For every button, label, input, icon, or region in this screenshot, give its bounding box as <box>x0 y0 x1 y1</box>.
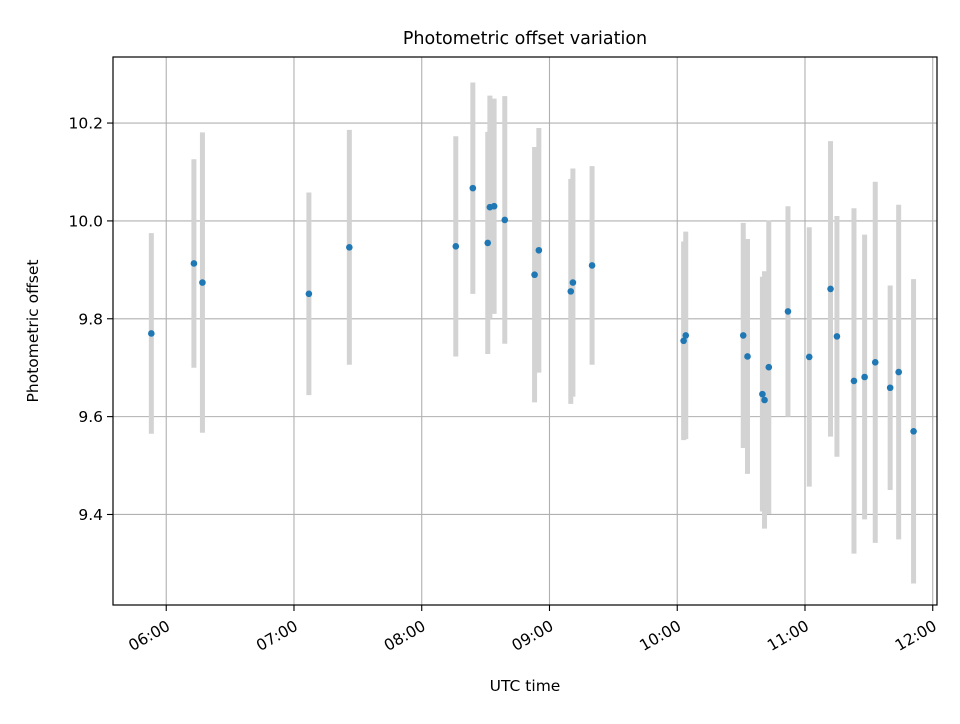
data-point <box>531 271 538 279</box>
y-tick-label: 10.0 <box>68 212 103 230</box>
data-point <box>469 184 477 192</box>
data-point <box>833 333 841 340</box>
data-point <box>871 359 879 366</box>
data-point <box>535 246 543 254</box>
data-point <box>346 244 353 251</box>
data-point <box>190 260 198 267</box>
x-axis-label: UTC time <box>490 677 561 695</box>
y-tick-label: 9.8 <box>78 310 103 328</box>
data-point <box>305 290 313 298</box>
data-point <box>148 330 155 337</box>
data-point <box>484 239 492 247</box>
data-point <box>452 243 460 250</box>
y-tick-label: 9.6 <box>78 408 103 426</box>
data-point <box>895 368 902 376</box>
data-point <box>761 396 768 404</box>
data-point <box>759 390 766 398</box>
data-point <box>861 373 868 381</box>
data-point <box>682 332 690 339</box>
y-tick-label: 10.2 <box>68 115 103 133</box>
data-point <box>567 288 575 295</box>
data-point <box>739 332 747 339</box>
data-point <box>910 428 917 435</box>
y-tick-label: 9.4 <box>78 506 103 524</box>
y-axis-label: Photometric offset <box>24 260 42 403</box>
data-point <box>886 384 894 392</box>
chart-title: Photometric offset variation <box>403 29 647 49</box>
data-point <box>569 279 577 286</box>
data-point <box>827 285 834 293</box>
data-point <box>199 279 206 286</box>
data-point <box>588 262 596 269</box>
data-point <box>501 216 509 224</box>
data-point <box>490 202 498 210</box>
data-point <box>680 337 687 345</box>
data-point <box>850 377 858 385</box>
plot-area-frame <box>112 56 938 606</box>
grid-lines <box>113 57 937 605</box>
data-point <box>805 353 813 361</box>
data-points <box>148 184 917 435</box>
data-point <box>765 363 773 371</box>
data-point <box>744 353 751 360</box>
data-point <box>784 308 792 315</box>
